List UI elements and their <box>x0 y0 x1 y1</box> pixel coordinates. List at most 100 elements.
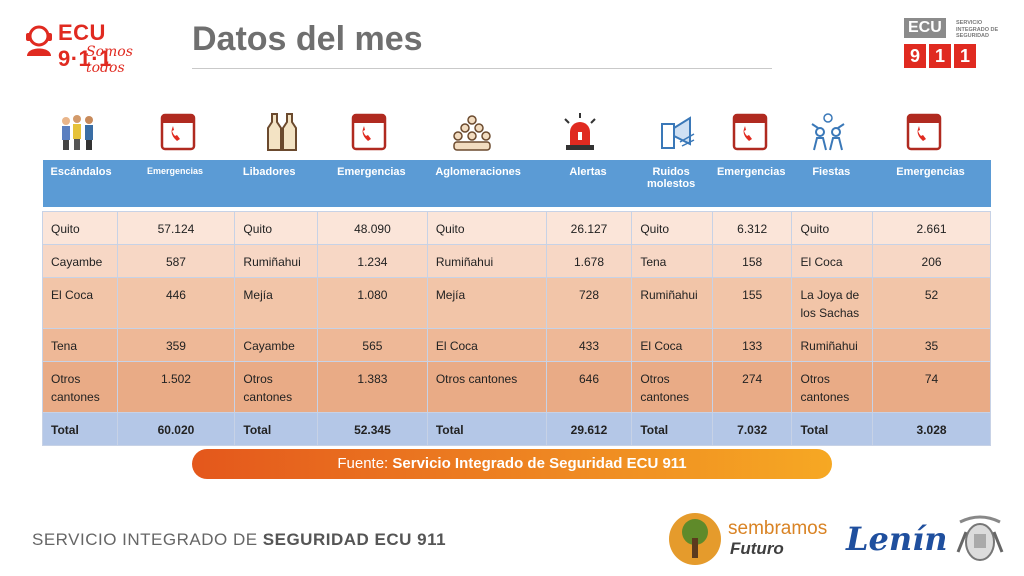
canton-cell: El Coca <box>42 277 118 329</box>
canton-cell: Cayambe <box>42 244 118 278</box>
canton-cell: Otros cantones <box>791 361 874 413</box>
sembramos-futuro-logo: sembramos Futuro <box>668 512 838 566</box>
column-header: Fiestas <box>791 160 873 207</box>
count-cell: 433 <box>545 328 633 362</box>
logo-right-description: SERVICIO INTEGRADO DE SEGURIDAD <box>956 20 999 39</box>
phone-911-icon <box>732 113 768 151</box>
column-header: Emergencias <box>117 160 235 207</box>
canton-cell: Quito <box>791 211 874 245</box>
canton-cell: Tena <box>631 244 713 278</box>
count-cell: 565 <box>317 328 428 362</box>
count-cell: 2.661 <box>872 211 991 245</box>
count-cell: 1.080 <box>317 277 428 329</box>
table-total-row: Total 60.020 Total 52.345 Total 29.612 Total 7.… <box>42 412 991 446</box>
count-cell: 26.127 <box>545 211 633 245</box>
canton-cell: Quito <box>234 211 319 245</box>
table-row: Tena 359 Cayambe 565 El Coca 433 El Coca 133 Rum… <box>42 328 991 362</box>
beer-bottles-icon <box>267 113 297 151</box>
crowd-icon <box>453 115 491 151</box>
coat-of-arms-icon <box>956 515 1004 561</box>
party-icon <box>811 113 845 151</box>
logo-digit: 1 <box>929 44 951 68</box>
canton-cell: Mejía <box>234 277 319 329</box>
phone-911-icon <box>351 113 387 151</box>
table-row: Quito 57.124 Quito 48.090 Quito 26.127 Quito 6.… <box>42 211 991 245</box>
count-cell: 359 <box>116 328 236 362</box>
logo-left-subtitle: Somos todos <box>86 44 133 76</box>
canton-cell: El Coca <box>791 244 874 278</box>
table-row: El Coca 446 Mejía 1.080 Mejía 728 Rumiñahui 155… <box>42 277 991 329</box>
alert-siren-icon <box>564 113 596 150</box>
logo-digit: 9 <box>904 44 926 68</box>
canton-cell: Cayambe <box>234 328 319 362</box>
canton-cell: Quito <box>42 211 118 245</box>
logo-digit: 1 <box>954 44 976 68</box>
column-header: Emergencias <box>872 160 991 207</box>
total-label-cell: Total <box>426 412 547 446</box>
source-label: Fuente: <box>337 455 389 472</box>
count-cell: 728 <box>545 277 633 329</box>
column-header: Emergencias <box>317 160 428 207</box>
column-header: Aglomeraciones <box>427 160 547 207</box>
canton-cell: Tena <box>42 328 118 362</box>
total-label-cell: Total <box>42 412 118 446</box>
column-header: Ruidos molestos <box>631 160 713 207</box>
people-arguing-icon <box>62 115 93 150</box>
column-header: Escándalos <box>42 160 118 207</box>
table-header-row: Escándalos Emergencias Libadores Emergen… <box>42 160 991 207</box>
source-value: Servicio Integrado de Seguridad ECU 911 <box>392 455 687 472</box>
tree-icon <box>669 513 721 565</box>
page-title: Datos del mes <box>192 20 423 58</box>
total-label-cell: Total <box>791 412 874 446</box>
count-cell: 1.383 <box>317 361 428 413</box>
canton-cell: Rumiñahui <box>791 328 874 362</box>
title-divider <box>192 68 772 69</box>
count-cell: 587 <box>116 244 236 278</box>
logo-left-title: ECU 9·1·1 <box>58 20 112 71</box>
source-banner: Fuente: Servicio Integrado de Seguridad … <box>192 449 832 479</box>
count-cell: 1.234 <box>317 244 428 278</box>
count-cell: 6.312 <box>711 211 793 245</box>
count-cell: 133 <box>711 328 793 362</box>
canton-cell: Otros cantones <box>234 361 319 413</box>
canton-cell: Otros cantones <box>631 361 713 413</box>
footer-text-light: SERVICIO INTEGRADO DE <box>32 530 263 549</box>
count-cell: 1.502 <box>116 361 236 413</box>
count-cell: 35 <box>872 328 991 362</box>
monthly-data-table: Escándalos Emergencias Libadores Emergen… <box>42 160 991 446</box>
phone-911-icon <box>160 113 196 151</box>
count-cell: 52 <box>872 277 991 329</box>
count-cell: 48.090 <box>317 211 428 245</box>
footer-text-bold: SEGURIDAD ECU 911 <box>262 530 447 549</box>
footer-org-name: SERVICIO INTEGRADO DE SEGURIDAD ECU 911 <box>32 530 446 550</box>
count-cell: 158 <box>711 244 793 278</box>
sembramos-text: sembramos <box>728 518 828 539</box>
count-cell: 206 <box>872 244 991 278</box>
table-row: Otros cantones 1.502 Otros cantones 1.383 Ot… <box>42 361 991 413</box>
logo-right-ecu: ECU <box>904 18 946 38</box>
count-cell: 646 <box>545 361 633 413</box>
total-value-cell: 3.028 <box>872 412 991 446</box>
canton-cell: La Joya de los Sachas <box>791 277 874 329</box>
column-header: Emergencias <box>712 160 792 207</box>
loud-noise-icon <box>661 116 695 149</box>
count-cell: 446 <box>116 277 236 329</box>
count-cell: 74 <box>872 361 991 413</box>
column-header: Alertas <box>546 160 632 207</box>
total-value-cell: 7.032 <box>711 412 793 446</box>
canton-cell: Rumiñahui <box>234 244 319 278</box>
canton-cell: Otros cantones <box>42 361 118 413</box>
total-value-cell: 52.345 <box>317 412 428 446</box>
count-cell: 274 <box>711 361 793 413</box>
total-label-cell: Total <box>234 412 319 446</box>
ecu911-logo: ECU 9·1·1 Somos todos <box>22 20 162 76</box>
canton-cell: Rumiñahui <box>426 244 547 278</box>
canton-cell: Otros cantones <box>426 361 547 413</box>
canton-cell: Quito <box>631 211 713 245</box>
futuro-text: Futuro <box>730 539 784 558</box>
total-value-cell: 60.020 <box>116 412 236 446</box>
phone-911-icon <box>906 113 942 151</box>
canton-cell: Mejía <box>426 277 547 329</box>
canton-cell: El Coca <box>631 328 713 362</box>
canton-cell: Rumiñahui <box>631 277 713 329</box>
